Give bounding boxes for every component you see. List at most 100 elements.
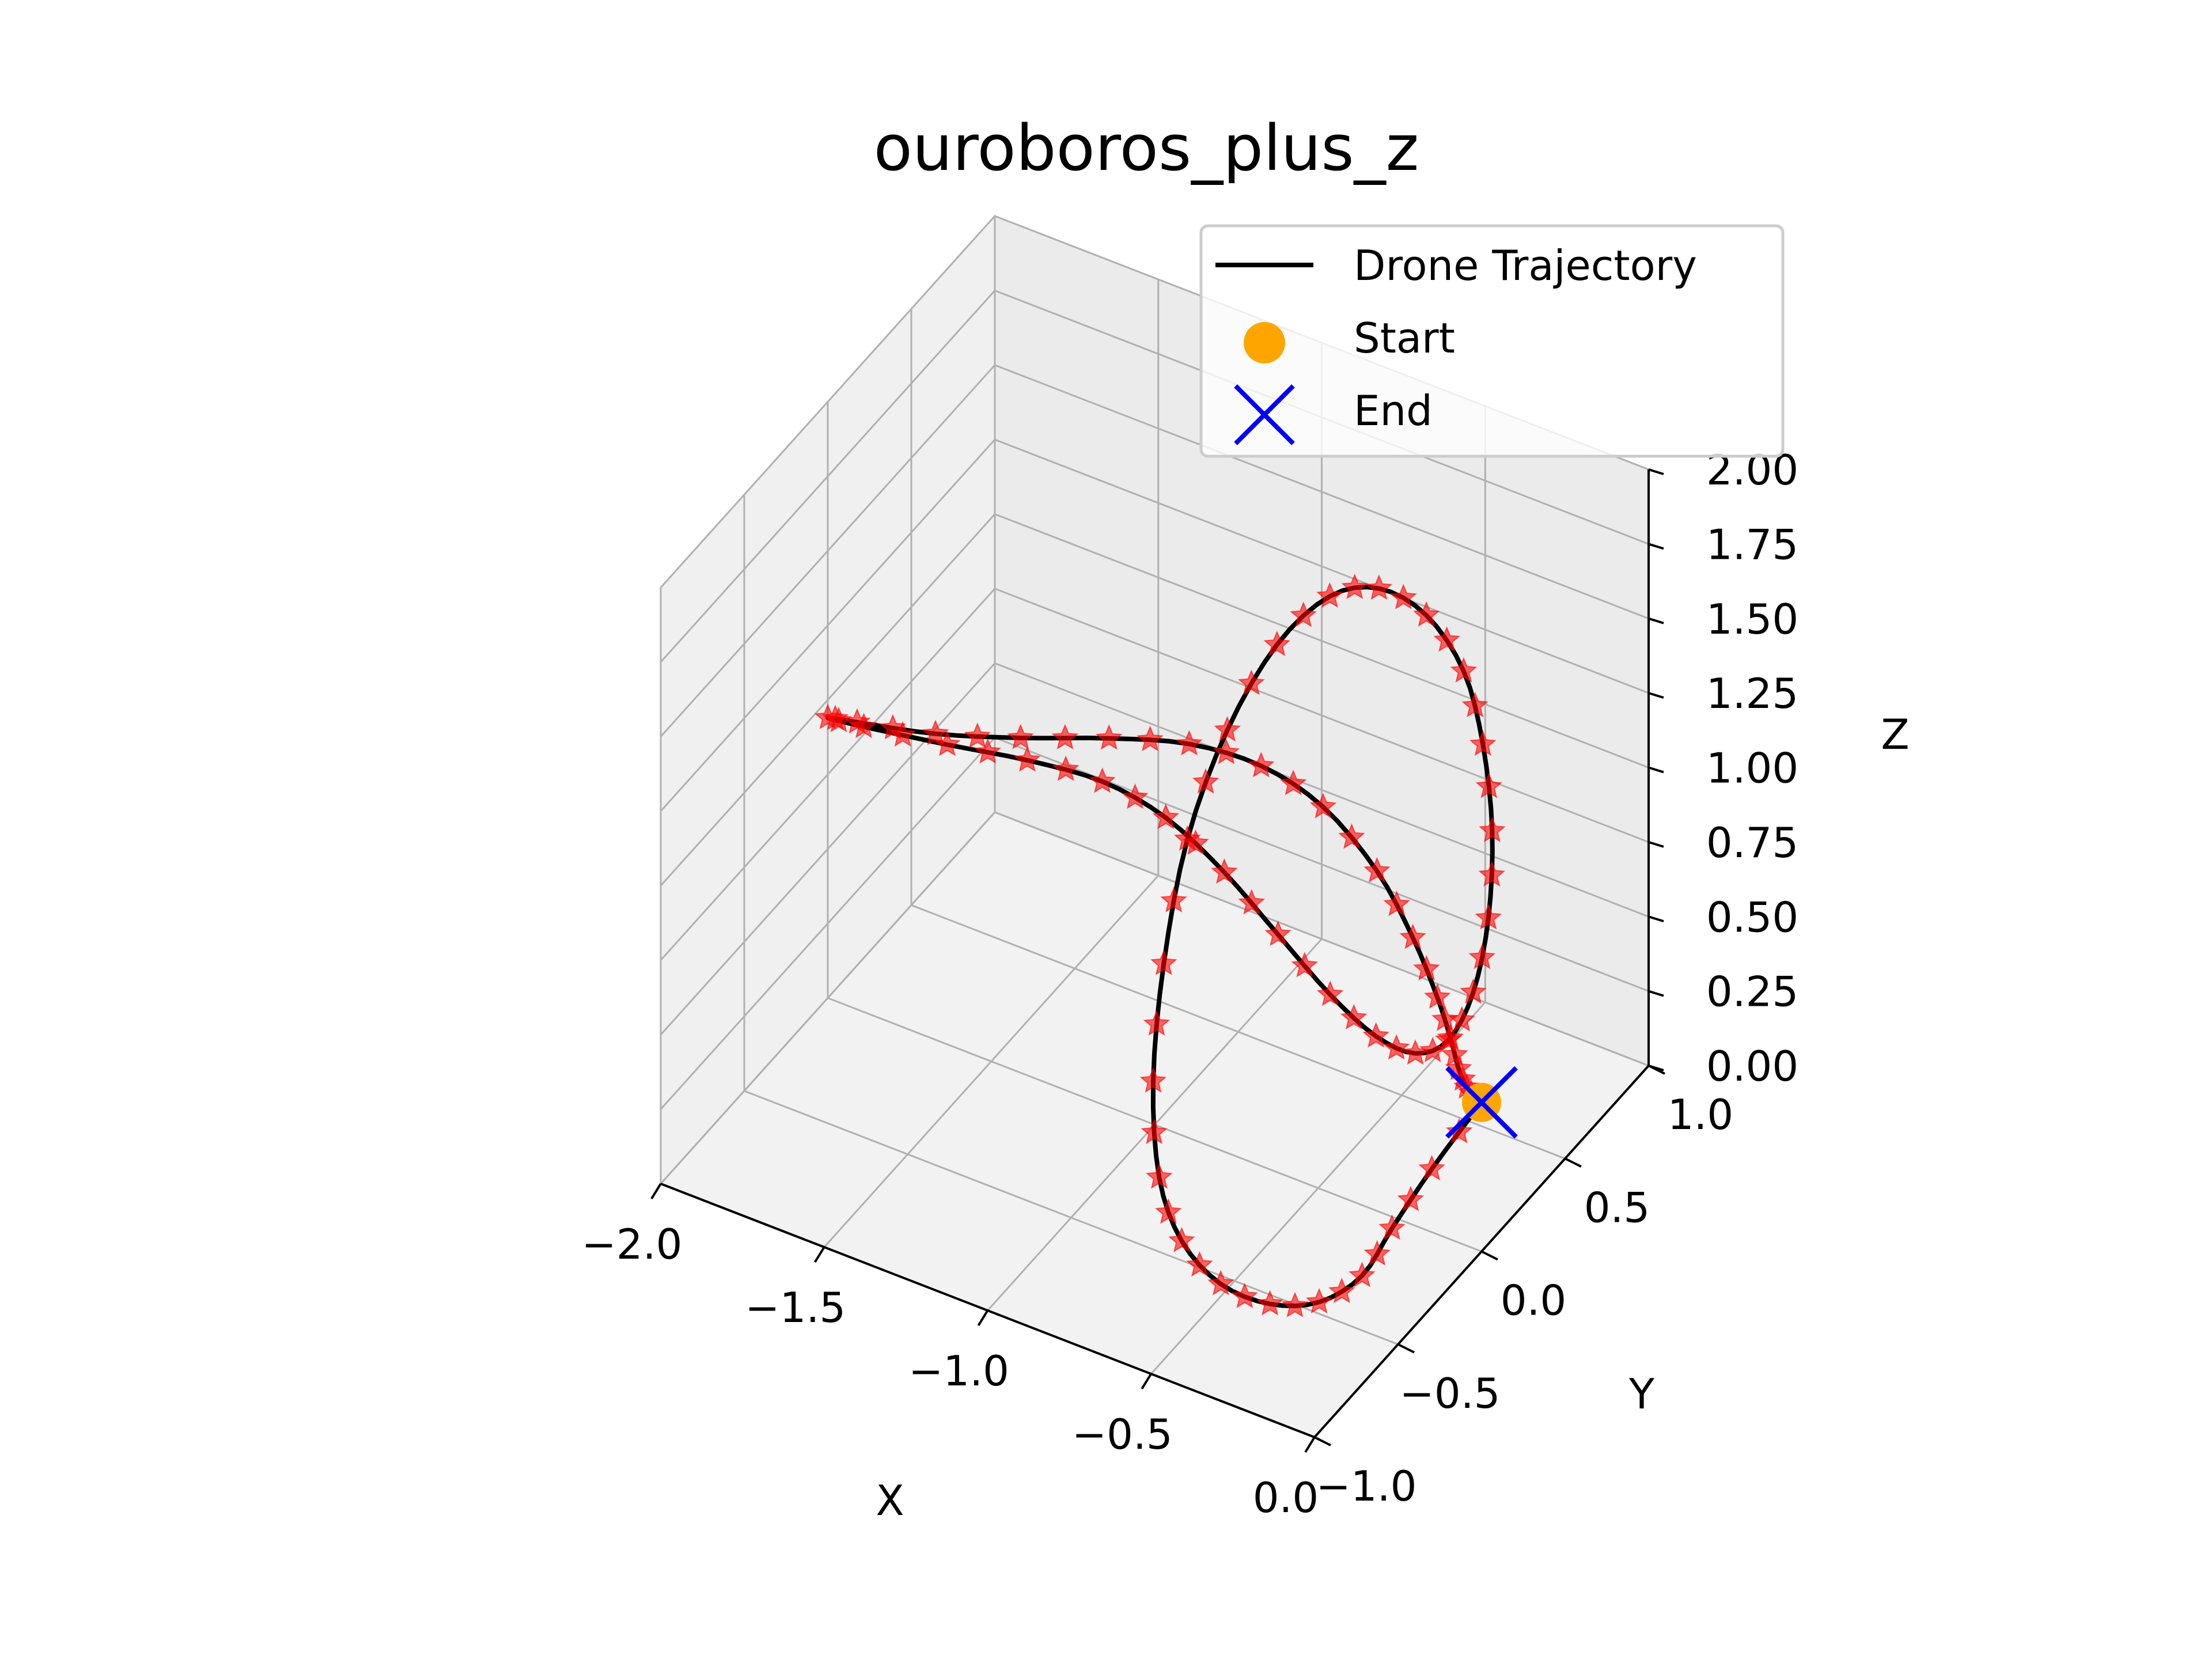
trajectory-marker	[1437, 1024, 1464, 1050]
z-tick	[1648, 1065, 1664, 1071]
z-tick	[1648, 543, 1664, 550]
z-tick	[1648, 692, 1664, 699]
trajectory-marker	[1413, 955, 1440, 981]
trajectory-marker	[1418, 1154, 1445, 1181]
grid-line-z	[660, 364, 1649, 737]
trajectory-marker	[1211, 858, 1238, 884]
trajectory-marker	[1141, 1118, 1168, 1145]
trajectory-marker	[1397, 1185, 1425, 1211]
x-tick	[814, 1246, 825, 1263]
x-tick	[1141, 1373, 1152, 1390]
z-tick-label: 0.75	[1706, 819, 1798, 867]
trajectory-marker	[1363, 1240, 1391, 1266]
end-marker	[1445, 1066, 1518, 1139]
trajectory-marker	[1007, 724, 1035, 749]
trajectory-marker	[1051, 724, 1079, 750]
trajectory-marker	[1431, 1005, 1459, 1031]
trajectory-marker	[1137, 725, 1164, 752]
trajectory-marker	[1089, 767, 1116, 793]
trajectory-marker	[1186, 1251, 1213, 1277]
trajectory-marker	[1389, 584, 1417, 609]
z-axis-label: Z	[1881, 710, 1909, 759]
trajectory-marker	[1363, 857, 1391, 882]
trajectory-marker	[1362, 1022, 1390, 1048]
end-marker-stroke	[1445, 1066, 1518, 1139]
y-tick-label: 0.5	[1584, 1183, 1650, 1232]
trajectory-marker	[1423, 983, 1451, 1009]
grid-line-z	[660, 588, 1649, 961]
trajectory-marker	[1150, 949, 1177, 975]
trajectory	[814, 573, 1518, 1318]
x-tick	[1304, 1436, 1316, 1453]
trajectory-marker	[1341, 573, 1369, 600]
legend-label-start: Start	[1354, 314, 1455, 362]
z-tick-label: 1.75	[1706, 520, 1798, 569]
x-tick-label: −1.0	[908, 1347, 1009, 1395]
z-tick-label: 0.00	[1706, 1042, 1798, 1090]
legend-start-marker	[1244, 322, 1285, 363]
z-tick	[1648, 915, 1664, 923]
z-tick-label: 1.00	[1706, 744, 1798, 793]
x-tick-label: −2.0	[582, 1220, 683, 1268]
y-tick	[1397, 1343, 1415, 1354]
trajectory-marker	[1419, 1036, 1446, 1063]
x-tick	[977, 1309, 989, 1327]
z-tick	[1648, 990, 1664, 997]
trajectory-marker	[1468, 944, 1496, 969]
trajectory-marker	[1469, 730, 1497, 756]
trajectory-marker	[1238, 889, 1266, 915]
trajectory-marker	[1378, 1214, 1406, 1240]
trajectory-marker	[1441, 1040, 1468, 1067]
trajectory-marker	[1365, 574, 1393, 600]
trajectory-marker	[1213, 738, 1240, 764]
trajectory-marker	[1402, 1039, 1429, 1065]
trajectory-marker	[1309, 793, 1337, 819]
trajectory-marker	[821, 704, 849, 730]
trajectory-marker	[1168, 1226, 1195, 1253]
legend-end-marker	[1234, 384, 1295, 445]
y-tick-label: 1.0	[1668, 1090, 1734, 1139]
trajectory-marker	[1145, 1163, 1173, 1189]
y-tick-label: 0.0	[1501, 1277, 1567, 1325]
trajectory-marker	[1338, 823, 1365, 849]
trajectory-marker	[879, 714, 907, 740]
trajectory-marker	[1412, 601, 1440, 627]
trajectory-marker	[1478, 861, 1506, 887]
grid-line-z	[660, 438, 1649, 812]
trajectory-marker	[1383, 890, 1411, 916]
trajectory-marker	[1281, 1291, 1309, 1318]
x-tick-label: 0.0	[1253, 1474, 1319, 1522]
trajectory-marker	[1095, 724, 1123, 750]
trajectory-marker	[1450, 657, 1478, 683]
trajectory-marker	[1328, 1277, 1355, 1304]
trajectory-marker	[1052, 755, 1080, 781]
trajectory-marker	[1182, 829, 1210, 855]
trajectory-marker	[974, 738, 1002, 764]
trajectory-marker	[1305, 1287, 1333, 1314]
z-tick-label: 0.50	[1706, 893, 1798, 941]
tick-labels: −2.0−1.5−1.0−0.50.0−1.0−0.50.00.51.00.00…	[582, 446, 1799, 1522]
trajectory-marker	[1122, 783, 1149, 809]
trajectory-marker	[1207, 1270, 1234, 1296]
trajectory-marker	[1316, 582, 1343, 608]
grid-line-z	[660, 513, 1649, 887]
grid-line-z	[660, 662, 1649, 1036]
trajectory-marker	[1349, 1262, 1376, 1287]
trajectory-marker	[1160, 887, 1187, 913]
legend-label-trajectory: Drone Trajectory	[1354, 241, 1697, 290]
trajectory-marker	[1461, 691, 1489, 718]
trajectory-marker	[1264, 920, 1292, 946]
y-tick	[1565, 1157, 1582, 1168]
z-tick-label: 0.25	[1706, 968, 1798, 1016]
trajectory-marker	[1013, 746, 1041, 772]
trajectory-marker	[1192, 768, 1219, 794]
legend-box	[1199, 224, 1785, 458]
trajectory-marker	[1152, 803, 1180, 830]
y-tick-label: −1.0	[1316, 1462, 1417, 1510]
trajectory-marker	[1399, 923, 1427, 949]
trajectory-marker	[1316, 980, 1344, 1006]
trajectory-marker	[1263, 630, 1291, 657]
trajectory-marker	[1154, 1198, 1182, 1224]
trajectory-marker	[1247, 752, 1275, 778]
